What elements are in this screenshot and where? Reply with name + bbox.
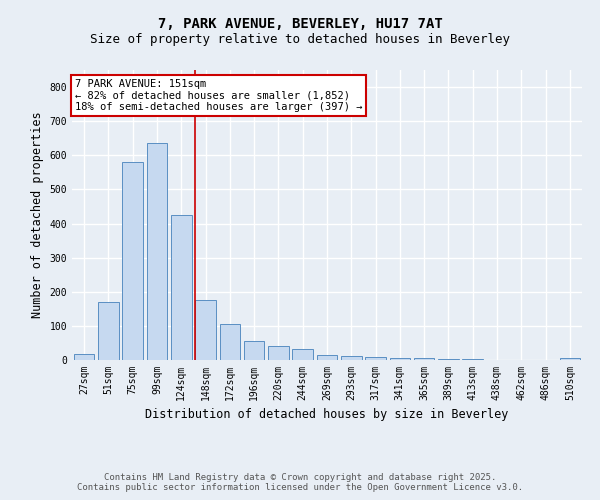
Bar <box>389 358 410 360</box>
Bar <box>414 358 434 360</box>
Y-axis label: Number of detached properties: Number of detached properties <box>31 112 44 318</box>
Bar <box>560 358 580 360</box>
Bar <box>317 355 337 360</box>
X-axis label: Distribution of detached houses by size in Beverley: Distribution of detached houses by size … <box>145 408 509 422</box>
Bar <box>171 215 191 360</box>
Bar <box>98 302 119 360</box>
Bar <box>195 300 216 360</box>
Bar <box>438 359 459 360</box>
Text: 7 PARK AVENUE: 151sqm
← 82% of detached houses are smaller (1,852)
18% of semi-d: 7 PARK AVENUE: 151sqm ← 82% of detached … <box>74 78 362 112</box>
Text: 7, PARK AVENUE, BEVERLEY, HU17 7AT: 7, PARK AVENUE, BEVERLEY, HU17 7AT <box>158 18 442 32</box>
Text: Contains HM Land Registry data © Crown copyright and database right 2025.
Contai: Contains HM Land Registry data © Crown c… <box>77 473 523 492</box>
Bar <box>463 359 483 360</box>
Bar <box>268 346 289 360</box>
Text: Size of property relative to detached houses in Beverley: Size of property relative to detached ho… <box>90 32 510 46</box>
Bar <box>74 354 94 360</box>
Bar <box>365 356 386 360</box>
Bar <box>122 162 143 360</box>
Bar <box>341 356 362 360</box>
Bar <box>220 324 240 360</box>
Bar <box>146 144 167 360</box>
Bar <box>244 340 265 360</box>
Bar <box>292 349 313 360</box>
